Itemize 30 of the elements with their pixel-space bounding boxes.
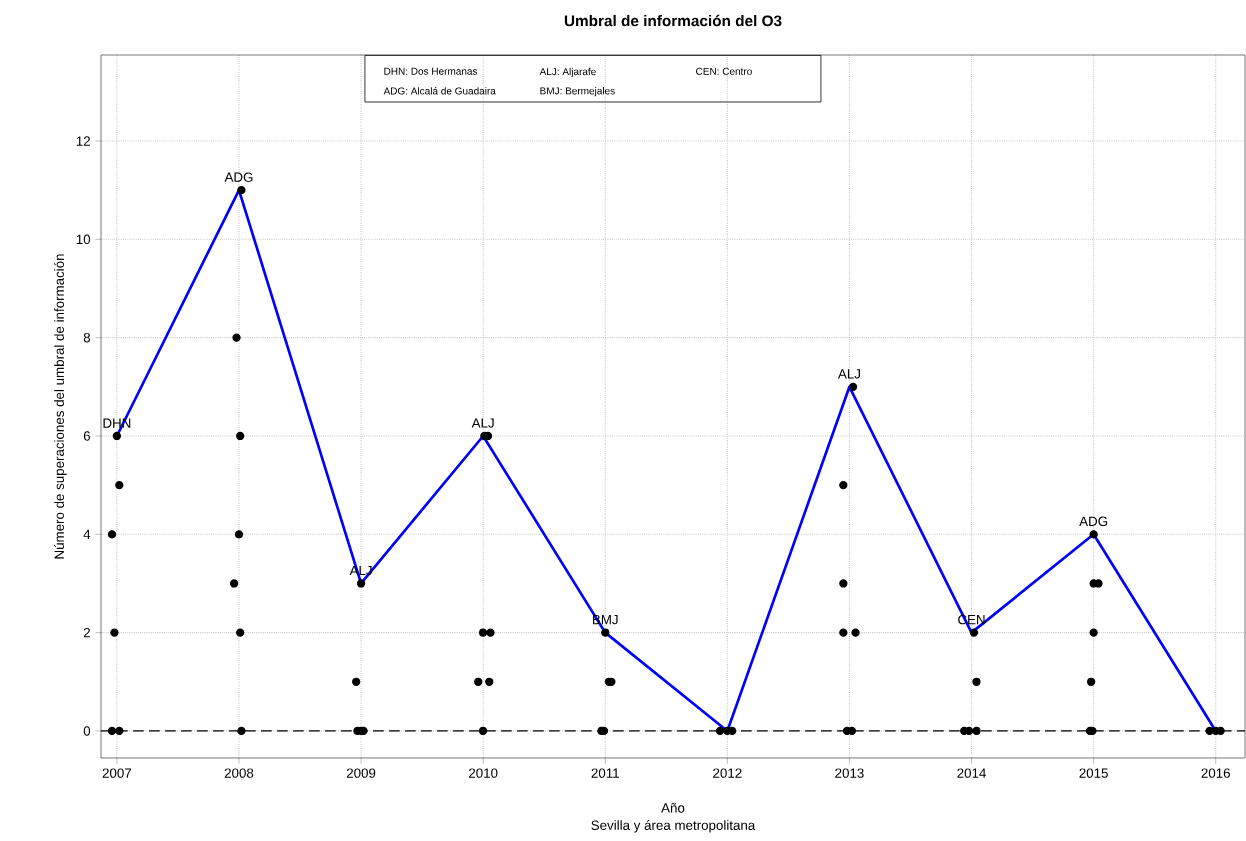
annotation: ADG: Alcalá de Guadaira	[383, 87, 496, 95]
annotation: ALJ	[837, 369, 860, 379]
y-tick-label: 2	[83, 627, 90, 638]
x-tick-label: 2015	[1079, 768, 1108, 778]
annotation: DHN: Dos Hermanas	[384, 67, 478, 75]
y-axis-title: Número de superaciones del umbral de información	[54, 254, 67, 559]
chart-title: Umbral de información del O3	[564, 14, 782, 27]
x-tick-label: 2012	[713, 768, 742, 778]
y-tick-label: 0	[83, 726, 91, 736]
annotation: BMJ: Bermejales	[540, 87, 615, 97]
x-tick-label: 2007	[102, 768, 132, 778]
y-tick-label: 8	[83, 332, 91, 343]
x-tick-label: 2010	[469, 768, 498, 778]
x-tick-label: 2013	[835, 768, 864, 778]
x-tick-label: 2016	[1201, 768, 1230, 778]
annotation: CEN: Centro	[696, 67, 752, 75]
annotation: ALJ: Aljarafe	[539, 67, 596, 78]
x-axis-title: Año	[661, 802, 685, 813]
annotation: ALJ	[471, 418, 494, 428]
y-tick-label: 4	[83, 529, 91, 539]
text: Sevilla y área metropolitana	[591, 820, 756, 833]
x-tick-label: 2009	[346, 768, 376, 778]
y-tick-label: 10	[76, 234, 91, 245]
x-tick-label: 2008	[224, 768, 254, 778]
y-tick-label: 12	[76, 136, 90, 146]
annotation: ADG	[224, 172, 253, 182]
x-tick-label: 2014	[957, 768, 986, 778]
annotation: ADG	[1079, 516, 1108, 527]
y-tick-label: 6	[83, 431, 91, 441]
x-tick-label: 2011	[591, 768, 619, 778]
